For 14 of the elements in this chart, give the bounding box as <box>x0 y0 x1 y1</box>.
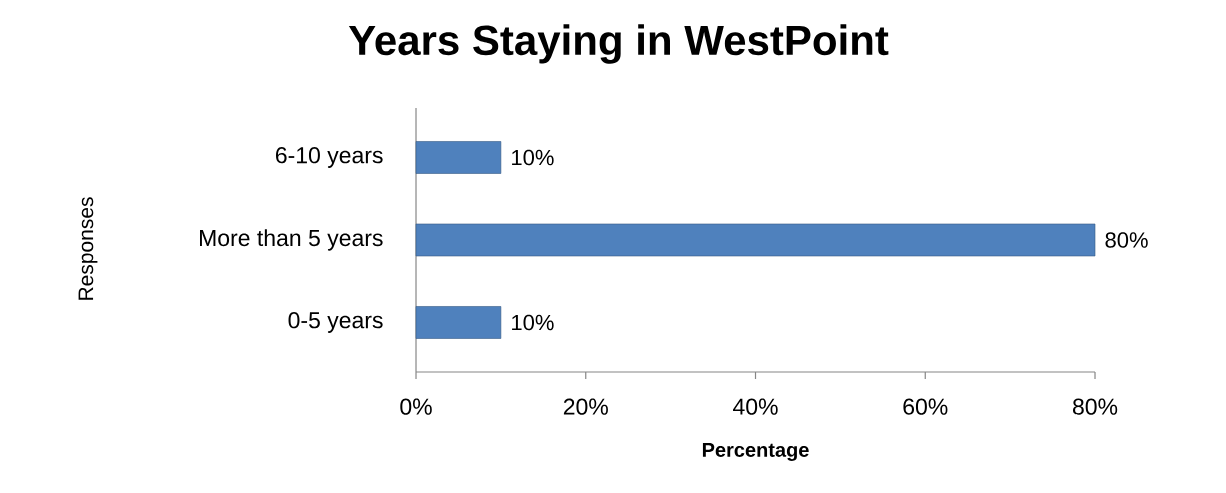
x-tick-label: 40% <box>733 398 778 415</box>
x-tick-label: 80% <box>1072 398 1118 415</box>
y-axis-title: Responses <box>78 197 98 300</box>
data-label: 10% <box>512 149 554 166</box>
x-tick-label: 60% <box>903 398 948 415</box>
data-label: 10% <box>512 314 554 331</box>
data-label: 80% <box>1105 232 1148 248</box>
y-tick-label: 0-5 years <box>288 312 383 333</box>
y-tick-label: 6-10 years <box>275 147 383 168</box>
x-axis-title: Percentage <box>702 442 809 461</box>
x-tick-label: 0% <box>400 398 432 415</box>
y-tick-label: More than 5 years <box>200 229 383 251</box>
x-tick-label: 20% <box>563 398 608 415</box>
chart-title: Years Staying in WestPoint <box>348 24 889 64</box>
